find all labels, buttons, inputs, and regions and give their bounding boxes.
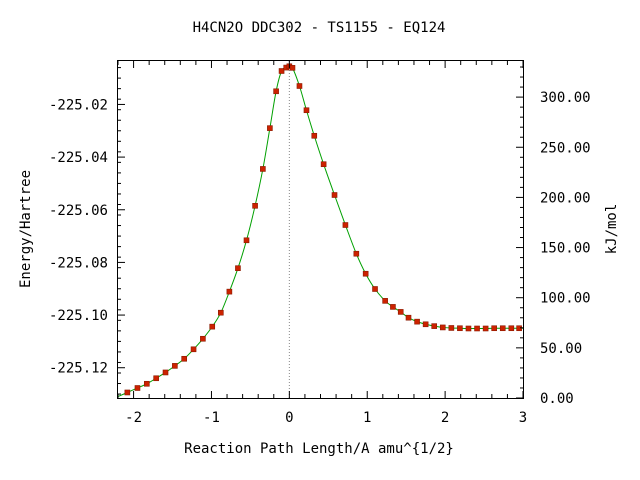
y-right-tick-label: 100.00 — [540, 291, 591, 307]
y-right-tick-label: 300.00 — [540, 90, 591, 106]
y-tick-label: -225.06 — [49, 203, 108, 219]
chart-title: H4CN2O DDC302 - TS1155 - EQ124 — [193, 20, 446, 36]
data-point — [209, 323, 216, 330]
data-point — [218, 309, 224, 316]
x-tick-label: -2 — [125, 410, 142, 426]
data-point — [320, 161, 327, 168]
data-point — [414, 318, 420, 325]
y-right-tick-label: 250.00 — [540, 140, 591, 156]
data-point — [162, 369, 169, 376]
data-points — [124, 63, 522, 396]
data-point — [303, 107, 310, 114]
data-point — [124, 389, 131, 396]
y-tick-label: -225.08 — [49, 255, 108, 271]
data-point — [342, 222, 349, 228]
y-tick-label: -225.12 — [49, 361, 108, 377]
data-point — [273, 88, 279, 95]
data-point — [482, 325, 489, 332]
data-point — [243, 237, 250, 244]
data-point — [134, 385, 141, 391]
y-tick-label: -225.02 — [49, 97, 108, 113]
y-right-tick-label: 150.00 — [540, 241, 591, 257]
data-point — [252, 203, 258, 209]
x-axis: -2 -1 0 1 2 3 — [117, 61, 527, 426]
y-axis-left: -225.02 -225.04 -225.06 -225.08 -225.10 -225.… — [49, 67, 125, 395]
data-point — [508, 325, 515, 332]
data-point — [390, 304, 396, 310]
y-right-tick-label: 200.00 — [540, 190, 591, 206]
data-point — [311, 132, 318, 139]
data-point — [200, 335, 206, 342]
data-point — [153, 375, 159, 382]
x-tick-label: 0 — [285, 410, 293, 426]
data-point — [331, 192, 338, 198]
data-point — [278, 68, 285, 74]
energy-curve — [117, 65, 523, 398]
x-tick-label: 1 — [363, 410, 371, 426]
data-point — [382, 298, 388, 304]
data-point — [181, 355, 187, 362]
data-point — [235, 265, 241, 272]
data-curve — [117, 65, 523, 398]
y-right-tick-label: 0.00 — [540, 391, 574, 407]
y-axis-label-left: Energy/Hartree — [18, 170, 34, 288]
y-tick-label: -225.10 — [49, 308, 108, 324]
data-point — [431, 323, 438, 329]
data-point — [267, 125, 273, 131]
x-tick-label: 3 — [519, 410, 527, 426]
data-point — [372, 286, 378, 292]
data-point — [226, 288, 233, 295]
data-point — [405, 314, 412, 321]
data-point — [422, 321, 429, 328]
x-tick-label: -1 — [203, 410, 220, 426]
data-point — [172, 363, 178, 369]
data-point — [190, 346, 197, 353]
y-right-tick-label: 50.00 — [540, 341, 582, 357]
data-point — [362, 270, 369, 277]
y-tick-label: -225.04 — [49, 150, 108, 166]
data-point — [353, 250, 360, 257]
data-point — [296, 83, 303, 89]
data-point — [457, 325, 463, 332]
data-point — [448, 325, 455, 331]
data-point — [260, 166, 266, 172]
x-tick-label: 2 — [441, 410, 449, 426]
data-point — [499, 325, 506, 332]
data-point — [491, 325, 497, 332]
y-axis-label-right: kJ/mol — [604, 204, 620, 255]
plot-frame — [117, 60, 524, 399]
data-point — [465, 325, 472, 332]
data-point — [439, 324, 446, 331]
data-point — [397, 309, 404, 315]
x-axis-label: Reaction Path Length/A amu^{1/2} — [184, 441, 454, 457]
y-axis-right: 300.00 250.00 200.00 150.00 100.00 50.00 0.00 — [516, 66, 591, 407]
data-point — [289, 65, 296, 71]
data-point — [144, 380, 150, 387]
data-point — [474, 325, 480, 332]
